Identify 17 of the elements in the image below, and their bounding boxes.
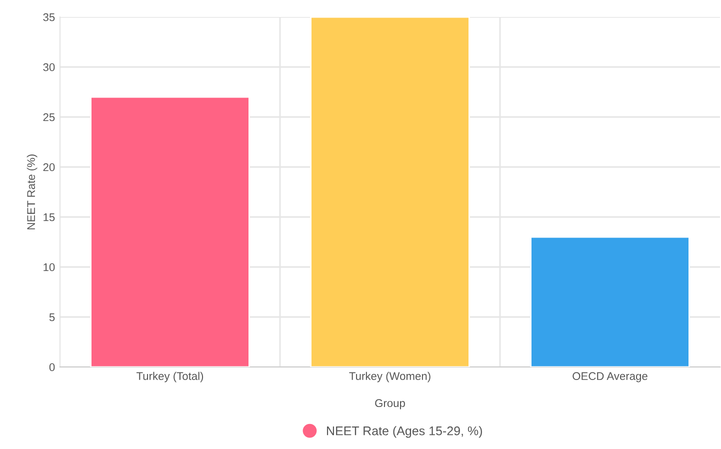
- x-tick-label: Turkey (Women): [349, 372, 430, 382]
- y-tick-label: 25: [43, 113, 55, 122]
- x-tick-label: Turkey (Total): [136, 372, 204, 382]
- y-tick-label: 10: [44, 263, 55, 272]
- bar: [90, 96, 250, 367]
- y-tick-label: 5: [49, 313, 55, 322]
- x-tick-label: OECD Average: [572, 372, 648, 382]
- y-axis-title: NEET Rate (%): [26, 154, 38, 230]
- y-tick-label: 30: [43, 63, 55, 72]
- bar: [310, 17, 470, 367]
- x-axis-title: Group: [375, 399, 405, 410]
- y-tick-label: 15: [44, 213, 55, 222]
- y-tick-label: 0: [49, 363, 55, 372]
- y-tick-label: 20: [43, 163, 55, 172]
- bar: [530, 236, 690, 367]
- legend-label: NEET Rate (Ages 15-29, %): [327, 426, 482, 438]
- y-tick-label: 35: [43, 13, 55, 22]
